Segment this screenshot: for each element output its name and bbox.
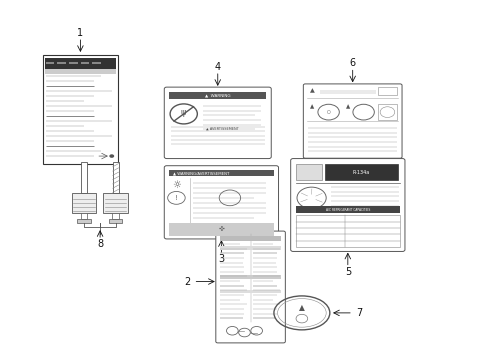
- Text: R-134a: R-134a: [352, 170, 369, 175]
- FancyBboxPatch shape: [164, 166, 278, 239]
- Text: 4: 4: [214, 62, 221, 72]
- Bar: [44, 58, 116, 68]
- Bar: [377, 87, 396, 95]
- Bar: [69, 62, 78, 64]
- Text: ▲: ▲: [309, 89, 314, 94]
- Bar: [81, 213, 87, 219]
- Bar: [219, 275, 281, 279]
- Bar: [169, 92, 266, 99]
- Bar: [168, 223, 274, 236]
- Bar: [219, 246, 281, 250]
- Bar: [72, 193, 96, 213]
- Text: !: !: [175, 195, 178, 201]
- Bar: [45, 62, 54, 64]
- Bar: [109, 219, 122, 223]
- Text: O: O: [326, 110, 330, 114]
- Bar: [92, 62, 101, 64]
- Bar: [295, 215, 399, 247]
- FancyBboxPatch shape: [164, 87, 271, 158]
- Text: 2: 2: [184, 276, 190, 287]
- Text: ▲: ▲: [310, 104, 314, 109]
- FancyBboxPatch shape: [303, 84, 401, 158]
- Bar: [81, 62, 89, 64]
- Bar: [219, 236, 281, 242]
- Text: ▲  WARNING: ▲ WARNING: [204, 93, 230, 97]
- Text: ▲ WARNING/AVERTISSEMENT: ▲ WARNING/AVERTISSEMENT: [172, 171, 228, 175]
- Text: ▲ AVERTISSEMENT: ▲ AVERTISSEMENT: [206, 126, 239, 130]
- FancyBboxPatch shape: [215, 231, 285, 343]
- Text: ▲: ▲: [298, 303, 304, 312]
- Bar: [103, 193, 127, 213]
- Bar: [81, 162, 87, 193]
- Text: 3: 3: [218, 254, 224, 264]
- Text: 1: 1: [77, 28, 83, 38]
- Text: ▲: ▲: [345, 104, 349, 109]
- Text: 8: 8: [97, 239, 103, 249]
- Bar: [168, 170, 274, 176]
- Bar: [377, 104, 396, 120]
- Text: ✜: ✜: [218, 226, 224, 232]
- Bar: [113, 162, 118, 193]
- Bar: [219, 290, 281, 293]
- Bar: [295, 164, 322, 180]
- Bar: [77, 219, 91, 223]
- Text: A/C REFRIGERANT CAPACITIES: A/C REFRIGERANT CAPACITIES: [325, 208, 369, 212]
- Text: ψ: ψ: [181, 108, 186, 117]
- Bar: [324, 164, 397, 180]
- Bar: [57, 62, 66, 64]
- Bar: [44, 69, 116, 73]
- Circle shape: [109, 154, 114, 158]
- Text: ☼: ☼: [172, 180, 181, 190]
- Bar: [42, 55, 118, 164]
- Text: 7: 7: [355, 308, 362, 318]
- Bar: [112, 213, 119, 219]
- Text: 6: 6: [349, 58, 355, 68]
- Text: 5: 5: [344, 267, 350, 277]
- Bar: [295, 206, 399, 213]
- FancyBboxPatch shape: [290, 158, 404, 251]
